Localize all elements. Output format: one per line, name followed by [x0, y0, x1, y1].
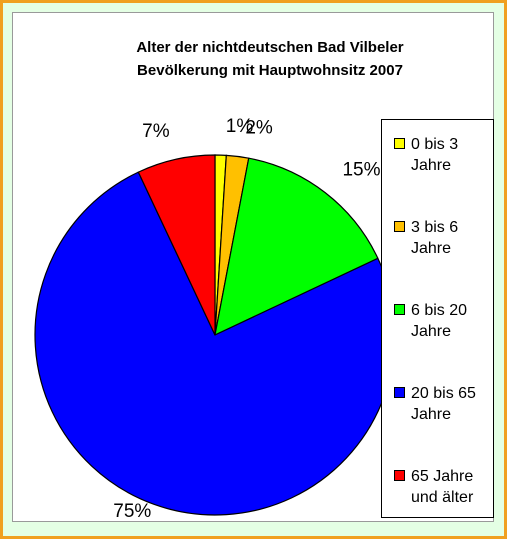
legend-label: 65 Jahre und älter — [411, 468, 474, 506]
legend-swatch — [394, 221, 405, 232]
legend-swatch — [394, 138, 405, 149]
data-label: 1% — [226, 116, 254, 137]
legend-label: 6 bis 20 Jahre — [411, 302, 468, 340]
chart-title: Alter der nichtdeutschen Bad Vilbeler Be… — [136, 39, 404, 79]
legend-swatch — [394, 470, 405, 481]
legend-swatch — [394, 387, 405, 398]
legend-label: 20 bis 65 Jahre — [411, 385, 476, 423]
legend-label: 0 bis 3 Jahre — [411, 136, 459, 174]
pie-slice — [214, 157, 379, 337]
legend-label: 3 bis 6 Jahre — [411, 219, 459, 257]
legend-swatch — [394, 304, 405, 315]
legend: 0 bis 3 Jahre 3 bis 6 Jahre 6 bis 20 Jahre… — [381, 119, 494, 518]
pie-slice — [137, 154, 216, 336]
data-label: 2% — [245, 118, 273, 139]
data-label: 7% — [142, 121, 170, 142]
data-label: 75% — [113, 501, 151, 522]
data-label: 15% — [342, 160, 380, 181]
